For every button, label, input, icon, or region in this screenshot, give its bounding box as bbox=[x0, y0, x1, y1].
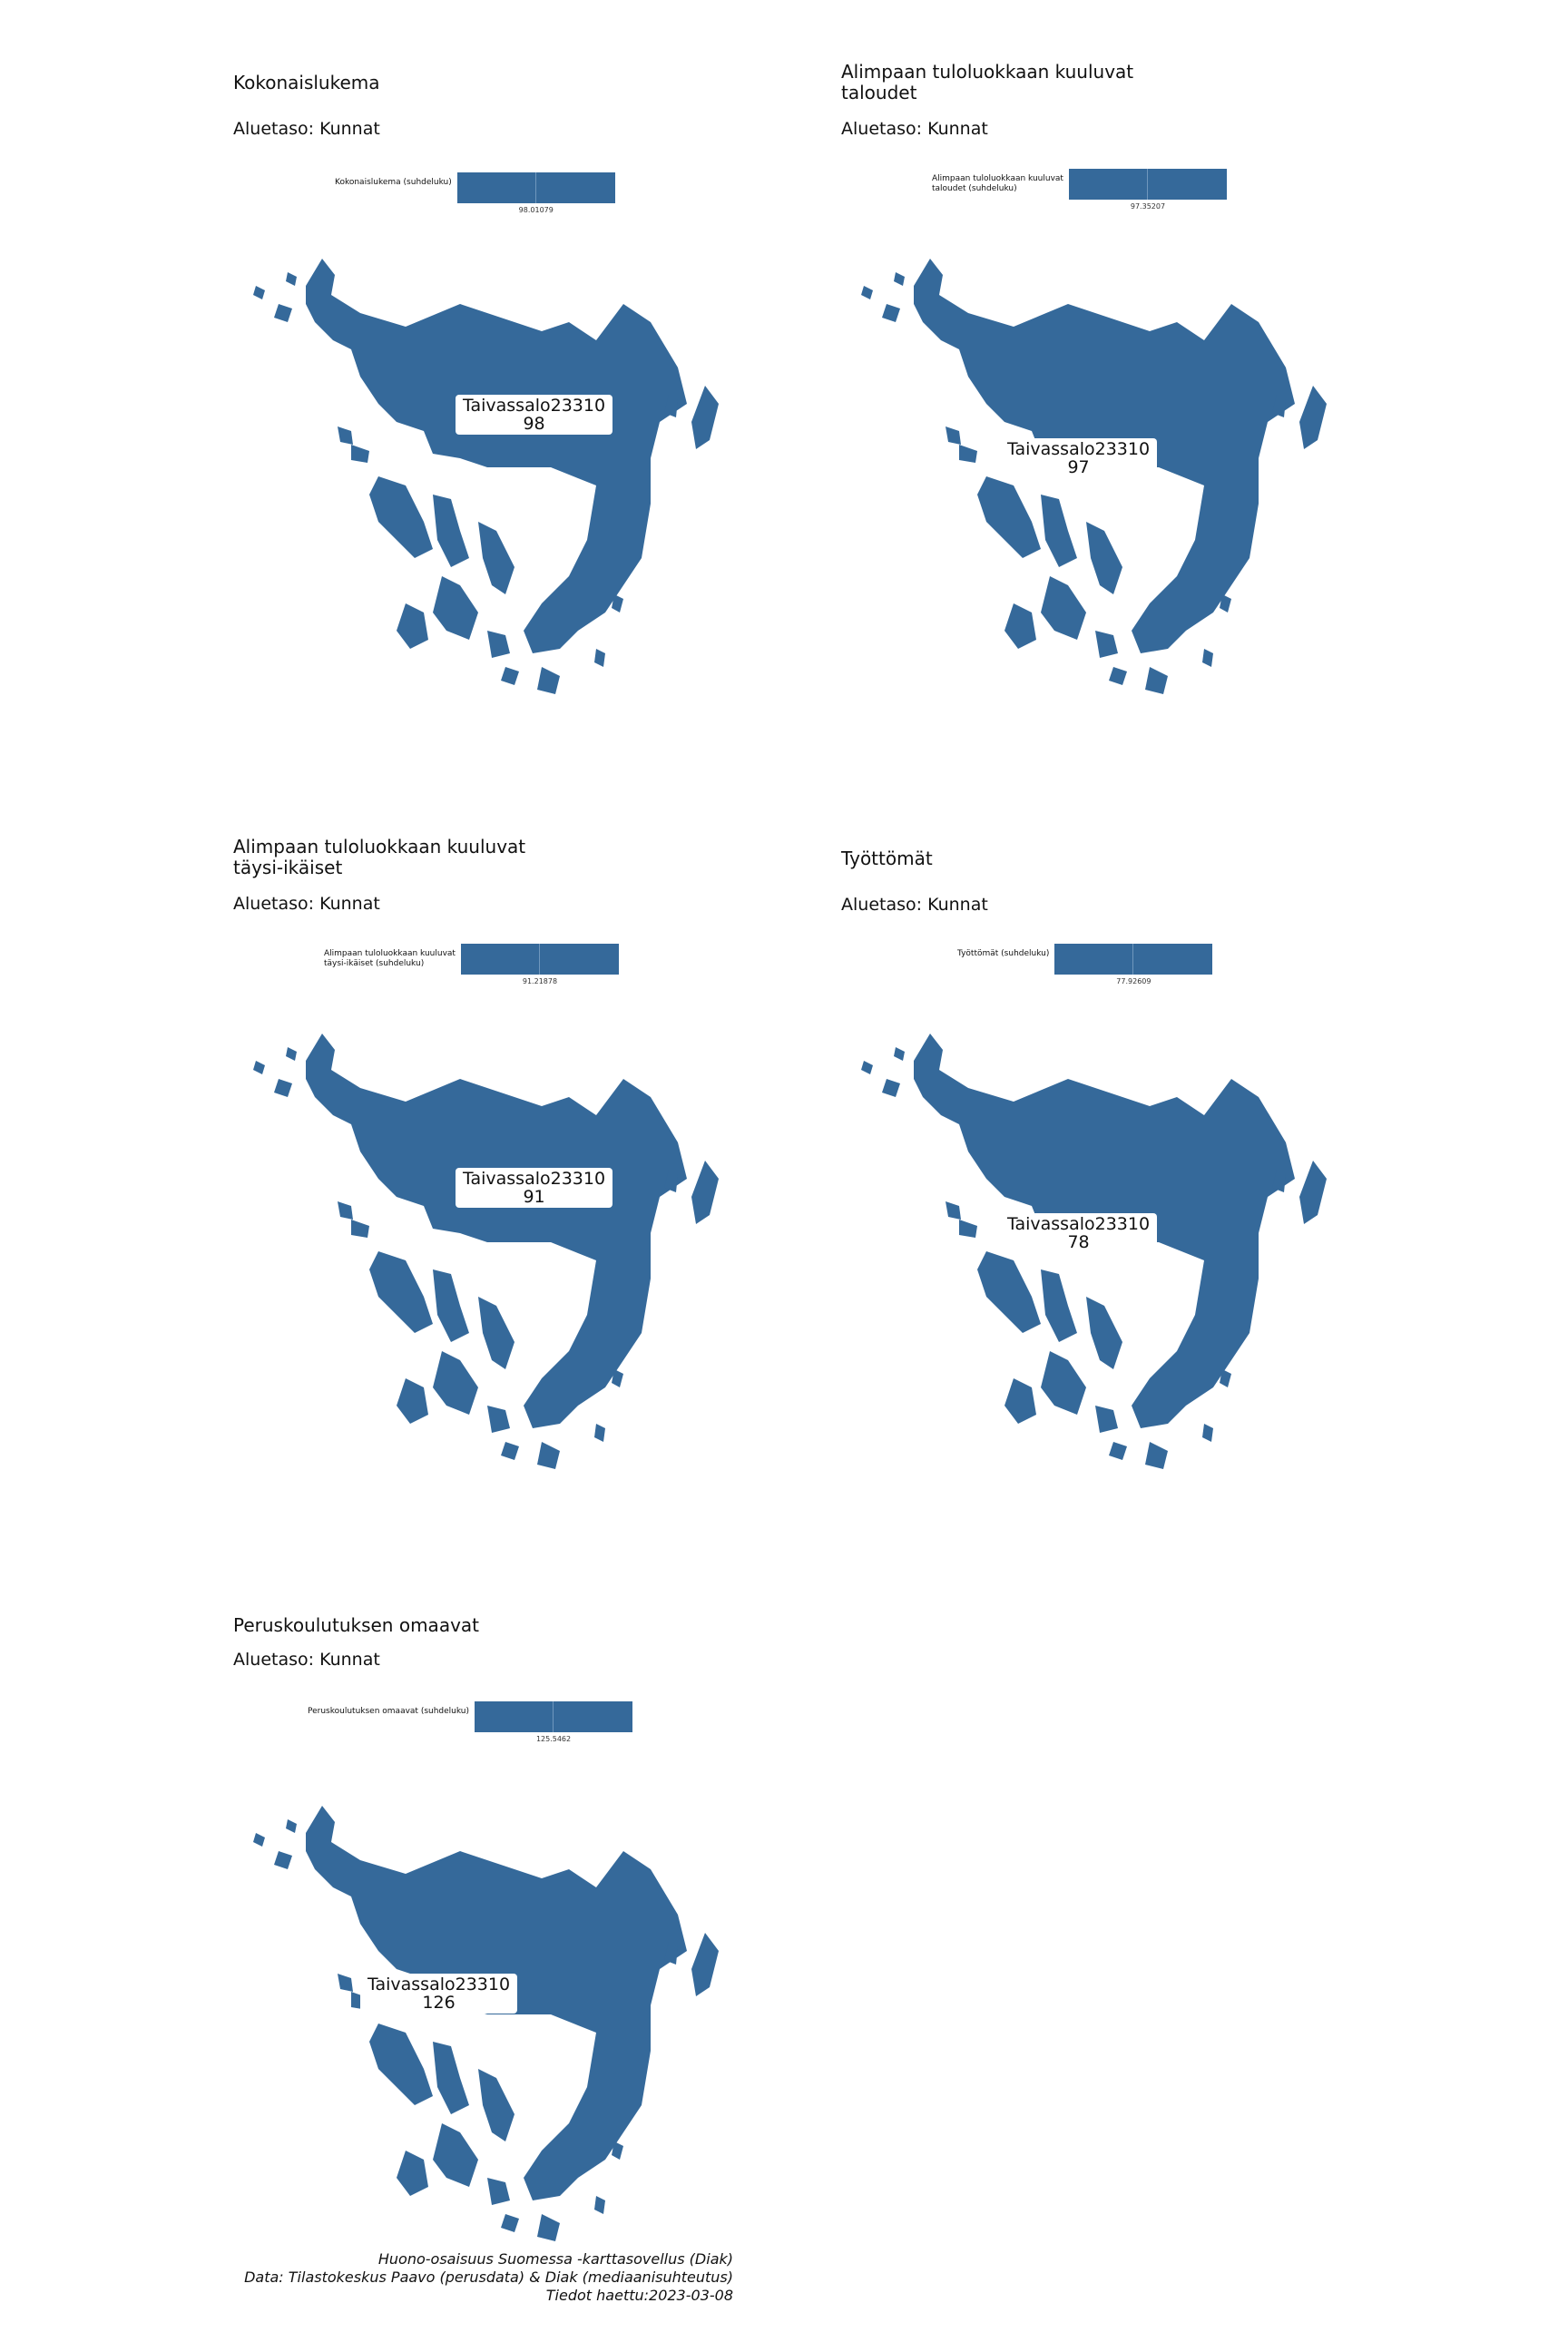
region-name: Taivassalo23310 bbox=[1007, 1214, 1151, 1234]
legend-colorbar: 91.21878 bbox=[460, 944, 619, 985]
legend-tick bbox=[553, 1701, 554, 1732]
legend-label: Kokonaislukema (suhdeluku) bbox=[335, 178, 452, 187]
legend-label: Alimpaan tuloluokkaan kuuluvat taloudet … bbox=[932, 174, 1063, 193]
region-map bbox=[253, 1806, 719, 2241]
legend-tick bbox=[1146, 169, 1148, 200]
legend-bar bbox=[1054, 944, 1213, 975]
region-value: 91 bbox=[523, 1187, 545, 1207]
panel-title: Alimpaan tuloluokkaan kuuluvat täysi-ikä… bbox=[233, 836, 526, 878]
legend: Alimpaan tuloluokkaan kuuluvat taloudet … bbox=[932, 169, 1227, 211]
legend-value: 98.01079 bbox=[518, 206, 554, 214]
legend-value: 125.5462 bbox=[535, 1735, 572, 1743]
panel-title: Alimpaan tuloluokkaan kuuluvat taloudet bbox=[841, 61, 1134, 103]
map-panel-5: Peruskoulutuksen omaavat Aluetaso: Kunna… bbox=[233, 1615, 796, 2305]
map-panel-3: Alimpaan tuloluokkaan kuuluvat täysi-ikä… bbox=[233, 837, 796, 1526]
legend-colorbar: 97.35207 bbox=[1068, 169, 1227, 211]
credits-line-1: Huono-osaisuus Suomessa -karttasovellus … bbox=[377, 2250, 733, 2268]
region-name: Taivassalo23310 bbox=[463, 1169, 606, 1189]
legend-label: Alimpaan tuloluokkaan kuuluvat täysi-ikä… bbox=[324, 949, 456, 968]
legend-bar bbox=[460, 944, 619, 975]
region-label: Taivassalo23310 78 bbox=[1000, 1213, 1158, 1253]
region-label: Taivassalo23310 91 bbox=[456, 1168, 613, 1208]
legend-value: 97.35207 bbox=[1130, 202, 1166, 211]
panel-title: Työttömät bbox=[841, 848, 933, 869]
panel-title: Peruskoulutuksen omaavat bbox=[233, 1614, 480, 1636]
legend-label: Työttömät (suhdeluku) bbox=[957, 949, 1050, 958]
panel-subtitle: Aluetaso: Kunnat bbox=[841, 119, 988, 139]
region-map bbox=[253, 1034, 719, 1469]
legend-bar bbox=[475, 1701, 633, 1732]
region-value: 126 bbox=[422, 1993, 456, 2013]
map-panel-1: Kokonaislukema Aluetaso: Kunnat Kokonais… bbox=[233, 73, 796, 762]
region-label: Taivassalo23310 126 bbox=[360, 1974, 518, 2014]
region-value: 97 bbox=[1067, 457, 1090, 477]
panel-title: Kokonaislukema bbox=[233, 72, 380, 93]
legend: Työttömät (suhdeluku) 77.92609 bbox=[957, 944, 1213, 985]
legend-colorbar: 77.92609 bbox=[1054, 944, 1213, 985]
panel-subtitle: Aluetaso: Kunnat bbox=[233, 894, 380, 914]
region-name: Taivassalo23310 bbox=[1007, 439, 1151, 459]
region-name: Taivassalo23310 bbox=[368, 1975, 511, 1994]
legend-colorbar: 98.01079 bbox=[456, 172, 615, 214]
region-value: 98 bbox=[523, 414, 545, 434]
legend-tick bbox=[534, 172, 536, 203]
region-map bbox=[861, 259, 1327, 694]
legend-label: Peruskoulutuksen omaavat (suhdeluku) bbox=[308, 1707, 470, 1716]
map-panel-4: Työttömät Aluetaso: Kunnat Työttömät (su… bbox=[841, 848, 1404, 1538]
region-label: Taivassalo23310 98 bbox=[456, 395, 613, 435]
legend-value: 77.92609 bbox=[1116, 977, 1152, 985]
region-label: Taivassalo23310 97 bbox=[1000, 438, 1158, 478]
region-name: Taivassalo23310 bbox=[463, 396, 606, 416]
legend-colorbar: 125.5462 bbox=[475, 1701, 633, 1743]
region-map bbox=[253, 259, 719, 694]
map-panel-2: Alimpaan tuloluokkaan kuuluvat taloudet … bbox=[841, 62, 1404, 751]
legend: Alimpaan tuloluokkaan kuuluvat täysi-ikä… bbox=[324, 944, 619, 985]
panel-subtitle: Aluetaso: Kunnat bbox=[233, 1650, 380, 1670]
credits: Huono-osaisuus Suomessa -karttasovellus … bbox=[244, 2250, 733, 2305]
legend-bar bbox=[1068, 169, 1227, 200]
legend: Kokonaislukema (suhdeluku) 98.01079 bbox=[335, 172, 615, 214]
region-value: 78 bbox=[1067, 1232, 1090, 1252]
panel-subtitle: Aluetaso: Kunnat bbox=[841, 895, 988, 915]
legend-tick bbox=[1132, 944, 1134, 975]
legend-bar bbox=[456, 172, 615, 203]
credits-line-3: Tiedot haettu:2023-03-08 bbox=[545, 2287, 733, 2304]
legend-tick bbox=[538, 944, 540, 975]
legend: Peruskoulutuksen omaavat (suhdeluku) 125… bbox=[308, 1701, 633, 1743]
panel-subtitle: Aluetaso: Kunnat bbox=[233, 119, 380, 139]
credits-line-2: Data: Tilastokeskus Paavo (perusdata) & … bbox=[244, 2269, 733, 2286]
region-map bbox=[861, 1034, 1327, 1469]
legend-value: 91.21878 bbox=[522, 977, 558, 985]
